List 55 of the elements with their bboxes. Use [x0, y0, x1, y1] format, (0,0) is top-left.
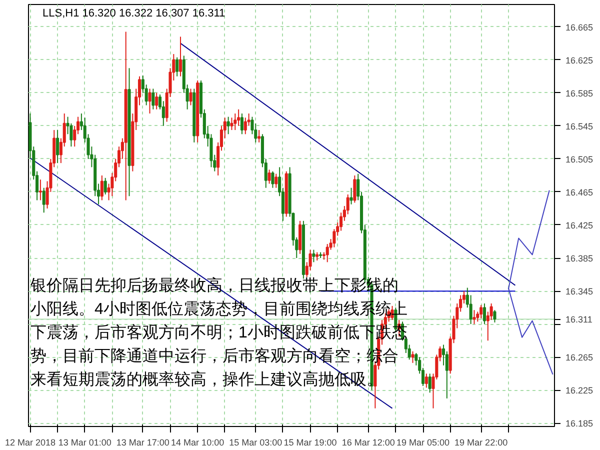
x-tick-label: 13 Mar 01:00: [58, 438, 112, 448]
y-tick-label: 16.545: [566, 121, 594, 132]
candlestick: [472, 310, 476, 325]
candlestick: [56, 130, 60, 164]
x-tick-label: 15 Mar 03:00: [229, 438, 282, 448]
y-tick-label: 16.585: [566, 88, 594, 98]
candlestick: [226, 116, 230, 135]
candlestick: [353, 174, 356, 204]
y-tick-label: 16.625: [566, 55, 594, 66]
y-tick-label: 16.185: [566, 418, 594, 429]
x-tick-label: 14 Mar 10:00: [171, 438, 224, 448]
x-tick-label: 12 Mar 2018: [4, 438, 56, 448]
x-tick-label: 19 Mar 05:00: [396, 438, 450, 448]
ref-line-label: 16.311: [566, 314, 592, 325]
y-tick-label: 16.265: [566, 352, 594, 363]
candlestick: [38, 179, 42, 201]
candlestick: [240, 113, 244, 135]
x-tick-label: 16 Mar 12:00: [342, 438, 395, 448]
candlestick: [152, 88, 155, 110]
y-tick-label: 16.345: [566, 286, 594, 297]
candlestick: [274, 173, 278, 188]
candlestick: [480, 304, 483, 319]
y-tick-label: 16.465: [566, 187, 594, 198]
y-tick-label: 16.385: [566, 254, 594, 264]
candlestick: [234, 113, 237, 131]
y-tick-label: 16.505: [566, 154, 594, 164]
candlestick: [350, 187, 353, 205]
candlestick: [155, 92, 158, 110]
candlestick: [230, 117, 234, 131]
candlestick: [148, 88, 152, 114]
candlestick: [424, 373, 428, 388]
candlestick: [104, 177, 107, 195]
candlestick: [428, 373, 432, 394]
candlestick: [244, 117, 247, 135]
candlestick: [268, 169, 271, 184]
candlestick: [411, 350, 414, 364]
candlestick: [271, 170, 274, 188]
candlestick: [178, 36, 182, 77]
candlestick: [100, 174, 104, 201]
candlestick: [493, 310, 496, 323]
x-tick-label: 13 Mar 17:00: [116, 438, 170, 448]
chart-title: LLS,H1 16.320 16.322 16.307 16.311: [42, 8, 226, 20]
candlestick: [237, 108, 240, 126]
candlestick: [176, 56, 179, 77]
candlestick: [189, 88, 192, 106]
y-tick-label: 16.425: [566, 220, 594, 230]
x-tick-label: 15 Mar 19:00: [284, 438, 337, 448]
candlestick: [482, 302, 486, 325]
y-tick-label: 16.665: [566, 22, 594, 32]
y-tick-label: 16.225: [566, 386, 594, 396]
candlestick: [312, 249, 316, 263]
x-tick-label: 19 Mar 22:00: [454, 438, 508, 448]
candlestick: [326, 243, 329, 263]
candlestick: [42, 187, 46, 214]
candlestick: [258, 130, 261, 143]
